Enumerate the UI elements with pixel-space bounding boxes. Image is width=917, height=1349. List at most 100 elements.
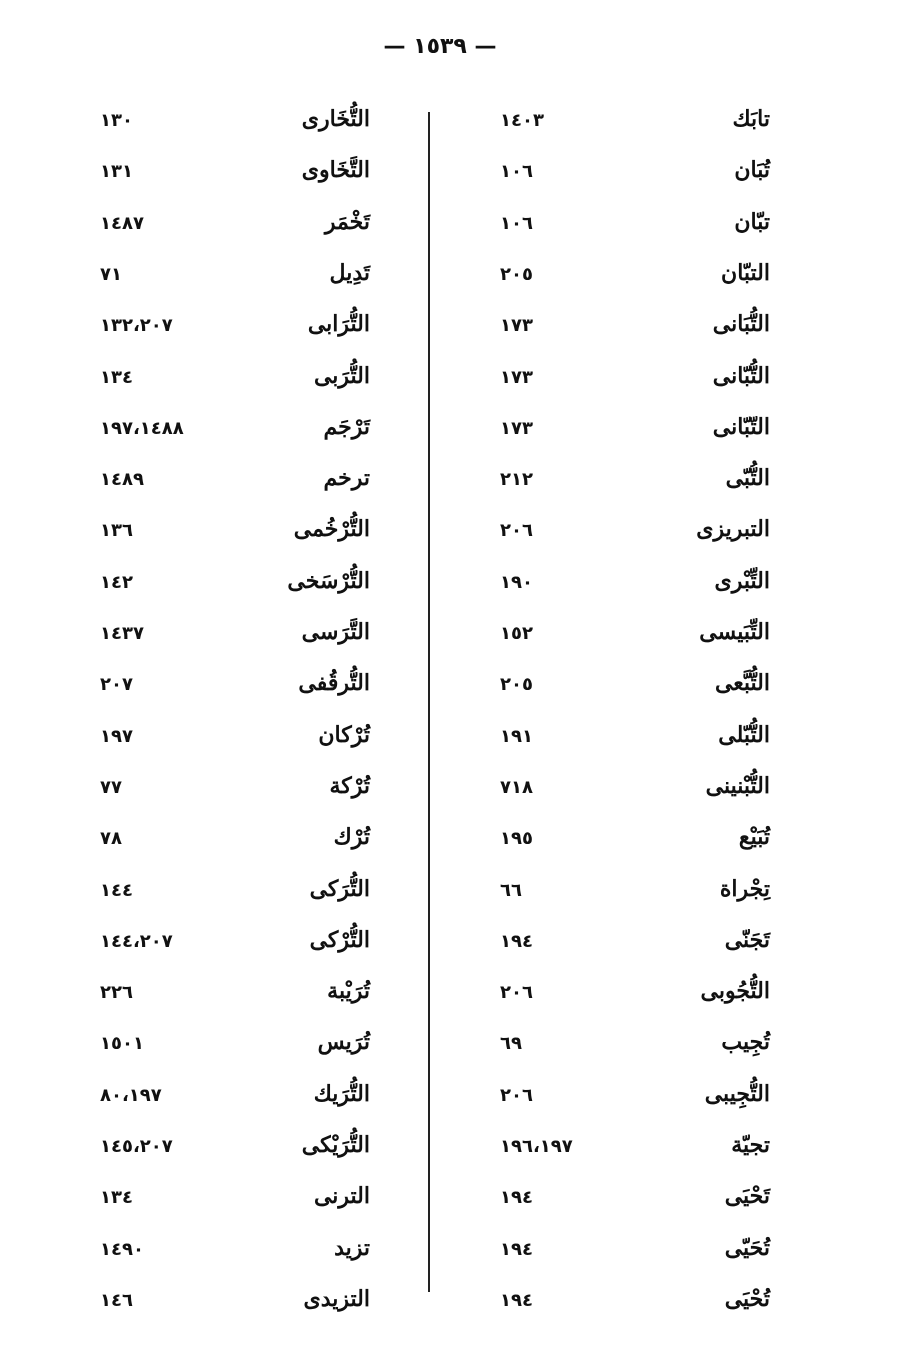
entry-name: التُّخَارى — [301, 106, 370, 132]
index-entry: الترنى ١٣٤ — [80, 1177, 420, 1228]
entry-pages: ١٤٥،٢٠٧ — [100, 1136, 173, 1157]
entry-name: تُرْك — [333, 824, 370, 851]
entry-pages: ١٤٣٧ — [100, 623, 144, 644]
entry-pages: ١٩٤ — [500, 1238, 533, 1260]
entry-pages: ١٩٠ — [500, 571, 533, 593]
entry-pages: ١٩٧ — [100, 725, 133, 747]
index-entry: التُّرْكى ١٤٤،٢٠٧ — [80, 921, 420, 972]
entry-pages: ١٣١ — [100, 161, 133, 183]
index-entry: التّبّانى ١٧٣ — [460, 408, 800, 459]
index-entry: تابَك ١٤٠٣ — [460, 100, 800, 151]
index-entry: تِجْراة ٦٦ — [460, 870, 800, 921]
index-entry: التُّبّانى ١٧٣ — [460, 357, 800, 408]
entry-name: التبريزى — [696, 516, 770, 543]
index-entry: تُبَان ١٠٦ — [460, 151, 800, 202]
index-entry: التُّجِيبى ٢٠٦ — [460, 1075, 800, 1126]
entry-pages: ١٤٤،٢٠٧ — [100, 930, 173, 952]
entry-name: تجيّة — [731, 1132, 770, 1158]
entry-pages: ١٣٢،٢٠٧ — [100, 315, 173, 337]
index-entry: تَخْمَر ١٤٨٧ — [80, 203, 420, 254]
entry-pages: ١٧٣ — [500, 366, 533, 388]
page-number: — ١٥٣٩ — — [383, 34, 497, 59]
entry-name: التُّرَيْكى — [301, 1132, 370, 1158]
index-entry: تُجِيب ٦٩ — [460, 1023, 800, 1074]
entry-name: ترخم — [323, 465, 370, 492]
entry-pages: ١٧٣ — [500, 315, 533, 337]
index-entry: تزيد ١٤٩٠ — [80, 1229, 420, 1280]
index-entry: تَرْجَم ١٩٧،١٤٨٨ — [80, 408, 420, 459]
entry-name: تَجَنّى — [724, 926, 770, 953]
index-entry: التُّرَيك ٨٠،١٩٧ — [80, 1075, 420, 1126]
index-entry: تُرَيس ١٥٠١ — [80, 1023, 420, 1074]
entry-name: التُّبَّعى — [714, 670, 770, 697]
entry-name: التُّرْسَخى — [287, 567, 370, 594]
entry-name: التُّرَبى — [313, 362, 370, 389]
entry-pages: ١٥٢ — [500, 623, 533, 644]
index-entry: تُرَيْبة ٢٢٦ — [80, 972, 420, 1023]
index-entry: التِّبَيسى ١٥٢ — [460, 613, 800, 664]
entry-pages: ١٤٤ — [100, 879, 133, 901]
index-entry: التُّرَبى ١٣٤ — [80, 357, 420, 408]
index-entry: التِّبْرى ١٩٠ — [460, 562, 800, 613]
entry-pages: ١٤٨٩ — [100, 469, 144, 491]
entry-name: التُّجُوبى — [700, 978, 770, 1005]
entry-name: التُّرَابى — [307, 311, 370, 338]
index-entry: التُّخَارى ١٣٠ — [80, 100, 420, 151]
entry-name: التُّجِيبى — [704, 1080, 770, 1107]
entry-pages: ٢٠٧ — [100, 674, 133, 696]
index-entry: تبّان ١٠٦ — [460, 203, 800, 254]
entry-name: تَخْمَر — [324, 208, 370, 235]
entry-pages: ٧٨ — [100, 828, 122, 850]
entry-name: تُحْيَى — [724, 1285, 770, 1312]
entry-pages: ١٣٦ — [100, 520, 133, 542]
entry-pages: ٧١٨ — [500, 776, 533, 798]
index-entry: التُّبَانى ١٧٣ — [460, 305, 800, 356]
entry-pages: ٦٦ — [500, 879, 522, 901]
entry-pages: ١٩٧،١٤٨٨ — [100, 417, 184, 439]
index-entry: تُحْيَى ١٩٤ — [460, 1280, 800, 1331]
index-entry: التُّرَابى ١٣٢،٢٠٧ — [80, 305, 420, 356]
entry-name: تُرَيْبة — [327, 978, 370, 1005]
entry-name: التزيدى — [303, 1285, 370, 1312]
index-entry: التُّرْخُمى ١٣٦ — [80, 510, 420, 561]
index-entry: التُّرَيْكى ١٤٥،٢٠٧ — [80, 1126, 420, 1177]
entry-name: التِّبَيسى — [699, 619, 770, 645]
index-entry: تُرْكة ٧٧ — [80, 767, 420, 818]
index-entry: التُّرَكى ١٤٤ — [80, 870, 420, 921]
entry-pages: ١٩٥ — [500, 828, 533, 850]
entry-name: تَرْجَم — [323, 413, 370, 440]
index-entry: التُّرقُفى ٢٠٧ — [80, 664, 420, 715]
entry-pages: ١٣٤ — [100, 1187, 133, 1209]
index-entry: تجيّة ١٩٦،١٩٧ — [460, 1126, 800, 1177]
index-entry: تُبَيْع ١٩٥ — [460, 818, 800, 869]
entry-pages: ٧١ — [100, 263, 122, 285]
entry-pages: ١٤٨٧ — [100, 212, 144, 234]
entry-name: تَدِيل — [329, 259, 370, 286]
entry-pages: ١٤٠٣ — [500, 110, 544, 131]
entry-name: التُّبّى — [725, 465, 770, 492]
index-entry: تُرْك ٧٨ — [80, 818, 420, 869]
entry-name: تَحْيَى — [724, 1183, 770, 1210]
index-entry: التبريزى ٢٠٦ — [460, 510, 800, 561]
entry-pages: ١٤٢ — [100, 571, 133, 593]
entry-name: التَّخَاوى — [301, 157, 370, 184]
entry-pages: ١٩٤ — [500, 930, 533, 952]
entry-pages: ٦٩ — [500, 1033, 522, 1055]
entry-name: التبّان — [721, 259, 770, 286]
entry-pages: ١٠٦ — [500, 161, 533, 183]
entry-pages: ١٧٣ — [500, 417, 533, 439]
entry-name: التُّرقُفى — [298, 670, 370, 697]
index-entry: التَّخَاوى ١٣١ — [80, 151, 420, 202]
index-entry: التُّبّلى ١٩١ — [460, 716, 800, 767]
index-entry: تُحَيّى ١٩٤ — [460, 1229, 800, 1280]
entry-pages: ٢٠٦ — [500, 1084, 533, 1106]
entry-pages: ٢١٢ — [500, 469, 533, 491]
entry-name: التُّبْنينى — [705, 772, 770, 799]
entry-name: التَّرَسى — [301, 619, 370, 645]
index-entry: التُّبْنينى ٧١٨ — [460, 767, 800, 818]
entry-pages: ١٩٦،١٩٧ — [500, 1136, 573, 1157]
entry-pages: ١٣٠ — [100, 110, 133, 131]
index-entry: التَّرَسى ١٤٣٧ — [80, 613, 420, 664]
index-entry: تَجَنّى ١٩٤ — [460, 921, 800, 972]
entry-pages: ٢٠٦ — [500, 982, 533, 1004]
